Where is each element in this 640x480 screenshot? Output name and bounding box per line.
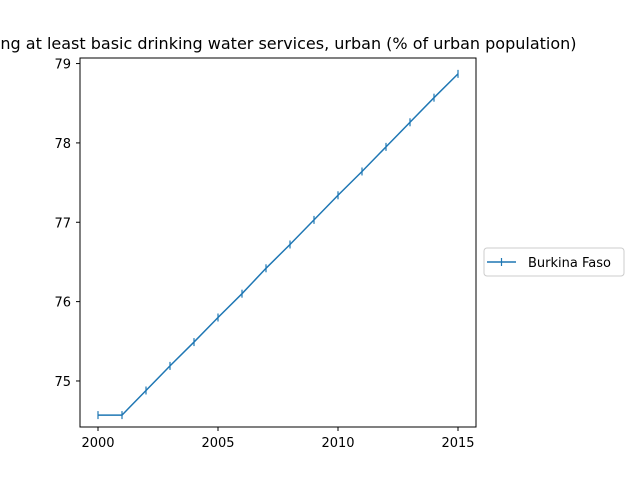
legend: Burkina Faso bbox=[483, 247, 625, 277]
y-axis: 75 76 77 78 79 bbox=[54, 58, 80, 390]
y-tick-label: 79 bbox=[54, 58, 71, 73]
x-tick-label: 2005 bbox=[201, 436, 234, 451]
y-tick-label: 75 bbox=[54, 375, 71, 390]
y-tick-label: 77 bbox=[54, 216, 71, 231]
chart-title: using at least basic drinking water serv… bbox=[0, 34, 577, 53]
x-axis: 2000 2005 2010 2015 bbox=[81, 427, 475, 451]
x-tick-label: 2010 bbox=[321, 436, 354, 451]
plot-area bbox=[79, 57, 477, 428]
series-layer bbox=[97, 69, 459, 420]
x-tick-label: 2000 bbox=[81, 436, 114, 451]
legend-box bbox=[483, 247, 625, 277]
series-line bbox=[98, 73, 459, 416]
y-tick-label: 76 bbox=[54, 296, 71, 311]
x-tick-label: 2015 bbox=[441, 436, 474, 451]
y-tick-label: 78 bbox=[54, 137, 71, 152]
legend-label: Burkina Faso bbox=[528, 256, 611, 271]
